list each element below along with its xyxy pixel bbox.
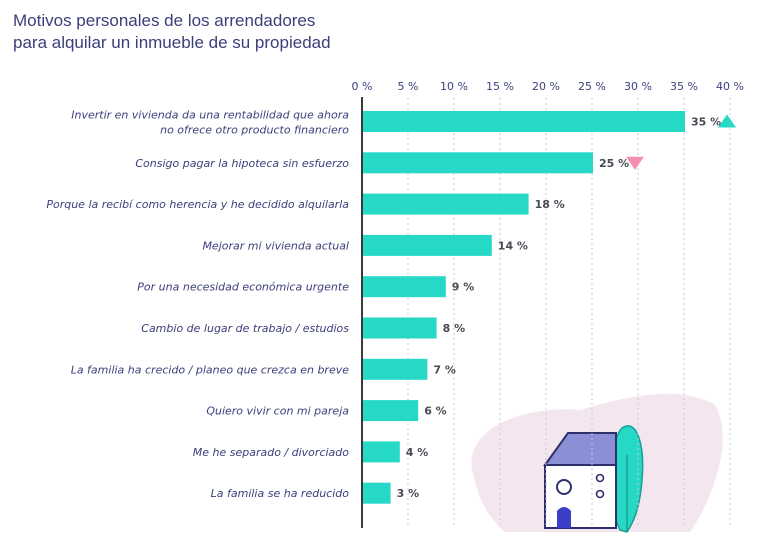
bar-value-label: 7 %: [433, 363, 456, 376]
category-label-line: Mejorar mi vivienda actual: [202, 239, 349, 252]
bar: [363, 358, 428, 380]
bar: [363, 400, 419, 422]
x-tick-label: 20 %: [532, 80, 560, 93]
bar: [363, 193, 529, 215]
category-label-line: no ofrece otro producto financiero: [160, 124, 349, 137]
category-label: Mejorar mi vivienda actual: [202, 239, 349, 252]
category-label: Quiero vivir con mi pareja: [206, 405, 349, 418]
chart-title: Motivos personales de los arrendadores p…: [13, 10, 433, 54]
x-tick-label: 25 %: [578, 80, 606, 93]
bar: [363, 152, 593, 174]
category-label-line: Cambio de lugar de trabajo / estudios: [141, 322, 349, 335]
x-tick-label: 0 %: [352, 80, 373, 93]
category-label-line: Quiero vivir con mi pareja: [206, 405, 349, 418]
house-door: [557, 507, 571, 528]
x-tick-label: 35 %: [670, 80, 698, 93]
x-tick-label: 10 %: [440, 80, 468, 93]
bar: [363, 441, 400, 463]
category-label-line: Consigo pagar la hipoteca sin esfuerzo: [135, 157, 349, 170]
category-label-line: Invertir en vivienda da una rentabilidad…: [71, 109, 349, 122]
category-label-line: Por una necesidad económica urgente: [137, 281, 349, 294]
category-label: Cambio de lugar de trabajo / estudios: [141, 322, 349, 335]
chart-title-line-2: para alquilar un inmueble de su propieda…: [13, 33, 331, 52]
house-illustration: [471, 393, 723, 533]
x-tick-label: 5 %: [398, 80, 419, 93]
category-label: La familia ha crecido / planeo que crezc…: [71, 363, 350, 376]
bar: [363, 317, 437, 339]
category-label: Por una necesidad económica urgente: [137, 281, 349, 294]
category-label: La familia se ha reducido: [211, 487, 350, 500]
bar-value-label: 3 %: [397, 487, 420, 500]
house-window: [556, 479, 572, 495]
bar: [363, 111, 685, 132]
bar: [363, 234, 492, 256]
bar-value-label: 8 %: [443, 322, 466, 335]
category-label-line: La familia se ha reducido: [211, 487, 350, 500]
bar-value-label: 25 %: [599, 157, 629, 170]
x-tick-label: 40 %: [716, 80, 744, 93]
category-label-line: Me he separado / divorciado: [193, 446, 350, 459]
bar-value-label: 4 %: [406, 446, 429, 459]
chart-title-line-1: Motivos personales de los arrendadores: [13, 11, 316, 30]
category-label: Me he separado / divorciado: [193, 446, 350, 459]
bar-value-label: 9 %: [452, 281, 475, 294]
bar-value-label: 35 %: [691, 116, 721, 129]
category-label-line: La familia ha crecido / planeo que crezc…: [71, 363, 350, 376]
house-wall: [544, 464, 617, 529]
category-label: Invertir en vivienda da una rentabilidad…: [71, 109, 349, 137]
bar: [363, 276, 446, 298]
house-small-window: [595, 473, 605, 483]
trend-up-icon: [718, 114, 736, 128]
bar-value-label: 18 %: [535, 198, 565, 211]
trend-down-icon: [626, 156, 644, 170]
bars: 35 % Invertir en vivienda da una rentabil…: [46, 109, 736, 504]
bar: [363, 482, 391, 504]
category-label: Porque la recibí como herencia y he deci…: [46, 198, 349, 211]
x-tick-label: 30 %: [624, 80, 652, 93]
bar-value-label: 6 %: [424, 405, 447, 418]
bar-value-label: 14 %: [498, 239, 528, 252]
house-small-window: [595, 489, 605, 499]
category-label-line: Porque la recibí como herencia y he deci…: [46, 198, 349, 211]
x-tick-label: 15 %: [486, 80, 514, 93]
category-label: Consigo pagar la hipoteca sin esfuerzo: [135, 157, 349, 170]
